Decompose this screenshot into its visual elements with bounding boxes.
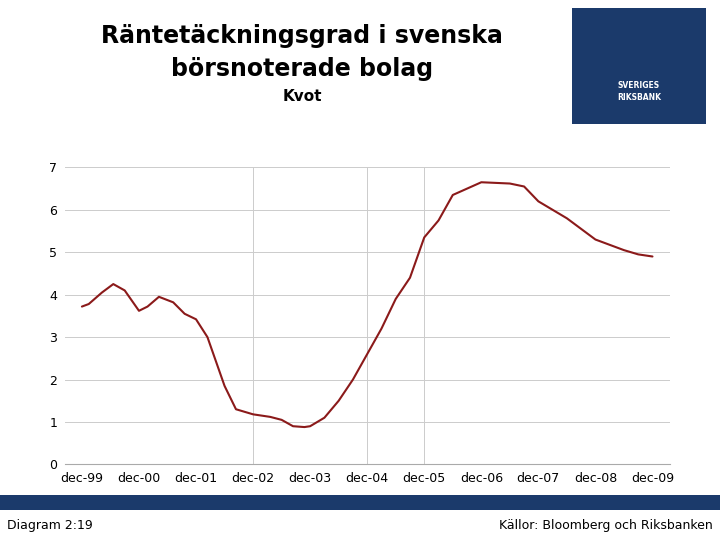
Text: Källor: Bloomberg och Riksbanken: Källor: Bloomberg och Riksbanken [499, 519, 713, 532]
Text: Räntetäckningsgrad i svenska: Räntetäckningsgrad i svenska [102, 24, 503, 48]
Text: Kvot: Kvot [283, 89, 322, 104]
Text: SVERIGES
RIKSBANK: SVERIGES RIKSBANK [617, 82, 661, 102]
Text: Diagram 2:19: Diagram 2:19 [7, 519, 93, 532]
Text: börsnoterade bolag: börsnoterade bolag [171, 57, 433, 80]
